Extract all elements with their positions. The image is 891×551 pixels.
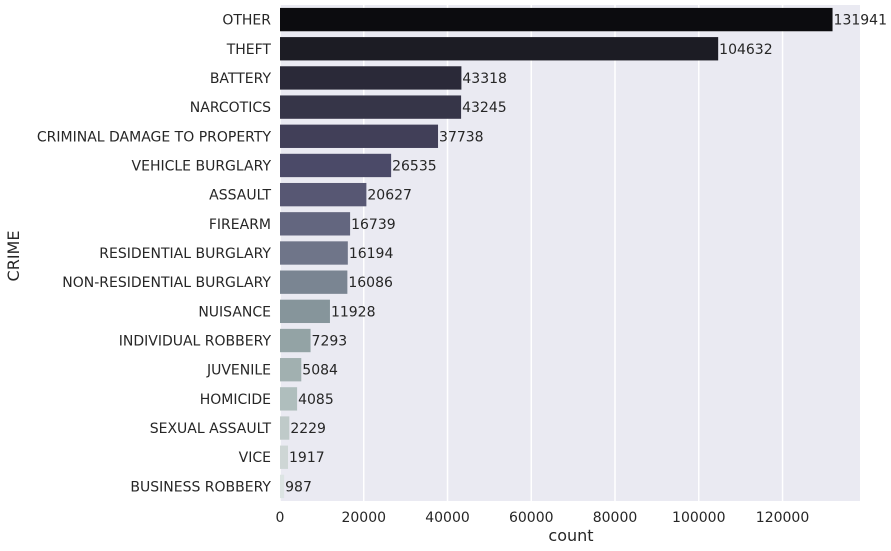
bar bbox=[280, 212, 351, 236]
bar bbox=[280, 66, 462, 90]
data-label: 131941 bbox=[834, 13, 887, 29]
data-label: 20627 bbox=[367, 188, 412, 204]
y-tick-label: OTHER bbox=[222, 13, 271, 29]
y-axis-label: CRIME bbox=[4, 231, 23, 282]
bar bbox=[280, 270, 348, 294]
data-label: 987 bbox=[285, 479, 312, 495]
data-label: 43245 bbox=[462, 100, 507, 116]
bar bbox=[280, 37, 719, 61]
bar bbox=[280, 124, 439, 148]
y-tick-label: ASSAULT bbox=[209, 188, 271, 204]
y-tick-label: SEXUAL ASSAULT bbox=[150, 421, 272, 437]
x-tick-label: 20000 bbox=[341, 510, 386, 526]
x-tick-label: 100000 bbox=[672, 510, 725, 526]
bar bbox=[280, 416, 290, 440]
x-tick-label: 120000 bbox=[756, 510, 809, 526]
bar bbox=[280, 182, 367, 207]
data-label: 26535 bbox=[392, 158, 437, 174]
data-label: 37738 bbox=[439, 129, 484, 145]
y-tick-label: BUSINESS ROBBERY bbox=[130, 479, 271, 495]
bar bbox=[280, 299, 330, 324]
y-tick-labels: OTHER THEFT BATTERY NARCOTICS CRIMINAL DAMAG… bbox=[37, 13, 272, 496]
data-label: 16086 bbox=[348, 275, 393, 291]
y-tick-label: NARCOTICS bbox=[190, 100, 271, 116]
y-tick-label: THEFT bbox=[226, 42, 272, 58]
data-label: 4085 bbox=[298, 392, 334, 408]
bar bbox=[280, 387, 298, 411]
data-label: 16739 bbox=[351, 217, 396, 233]
bar bbox=[280, 445, 289, 469]
y-tick-label: VICE bbox=[239, 450, 271, 466]
bar bbox=[280, 241, 348, 265]
x-tick-labels: 0 20000 40000 60000 80000 100000 120000 bbox=[276, 510, 810, 526]
bar bbox=[280, 328, 311, 353]
data-label: 104632 bbox=[719, 42, 772, 58]
x-tick-label: 80000 bbox=[593, 510, 638, 526]
bar bbox=[280, 95, 462, 119]
y-tick-label: RESIDENTIAL BURGLARY bbox=[99, 246, 271, 262]
x-tick-label: 60000 bbox=[509, 510, 554, 526]
y-tick-label: CRIMINAL DAMAGE TO PROPERTY bbox=[37, 129, 272, 145]
y-tick-label: FIREARM bbox=[209, 217, 271, 233]
data-label: 1917 bbox=[289, 450, 325, 466]
x-axis-label: count bbox=[548, 526, 593, 545]
y-tick-label: INDIVIDUAL ROBBERY bbox=[119, 334, 272, 350]
x-tick-label: 40000 bbox=[425, 510, 470, 526]
bar bbox=[280, 153, 392, 178]
data-label: 7293 bbox=[312, 334, 348, 350]
data-label: 11928 bbox=[331, 304, 376, 320]
bars bbox=[280, 7, 833, 499]
bar bbox=[280, 474, 285, 499]
y-tick-label: HOMICIDE bbox=[200, 392, 271, 408]
y-tick-label: NON-RESIDENTIAL BURGLARY bbox=[62, 275, 271, 291]
y-tick-label: NUISANCE bbox=[198, 304, 271, 320]
y-tick-label: VEHICLE BURGLARY bbox=[132, 158, 272, 174]
y-tick-label: BATTERY bbox=[210, 71, 272, 87]
data-label: 2229 bbox=[290, 421, 326, 437]
data-label: 16194 bbox=[349, 246, 394, 262]
x-tick-label: 0 bbox=[276, 510, 285, 526]
data-label: 5084 bbox=[302, 363, 338, 379]
bar bbox=[280, 358, 302, 382]
data-label: 43318 bbox=[462, 71, 507, 87]
y-tick-label: JUVENILE bbox=[206, 363, 271, 379]
bar bbox=[280, 7, 833, 32]
